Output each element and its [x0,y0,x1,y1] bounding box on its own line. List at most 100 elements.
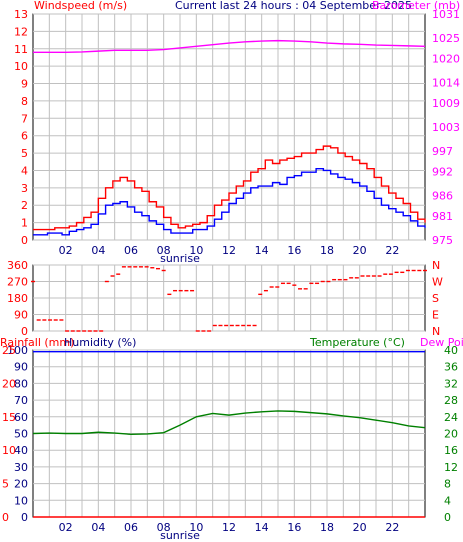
humidity-header: Humidity (%) [64,336,136,349]
barometer-line [33,39,426,54]
time-tick-label: 10 [189,521,203,534]
center-header: Current last 24 hours : 04 September 202… [175,0,412,12]
rainfall-header: Rainfall (mm) [0,336,74,349]
avg-wind-line [33,168,426,236]
baro-tick-label: 981 [432,210,453,223]
time-tick-label: 14 [255,521,269,534]
humidity-tick-label: 60 [14,411,28,424]
humidity-tick-label: 10 [14,494,28,507]
temp-tick-label: 36 [444,361,458,374]
baro-tick-label: 1020 [432,52,460,65]
baro-tick-label: 975 [432,234,453,247]
dir-compass-label: N [432,259,440,272]
baro-tick-label: 997 [432,145,453,158]
temp-tick-label: 20 [444,428,458,441]
temp-tick-label: 0 [444,511,451,524]
humidity-tick-label: 100 [7,344,28,357]
dir-tick-label: 90 [14,309,28,322]
temperature-line [32,410,426,436]
wind-tick-label: 6 [21,130,28,143]
temp-tick-label: 4 [444,494,451,507]
temp-tick-label: 8 [444,478,451,491]
time-tick-label: 14 [255,244,269,257]
gridlines [33,13,425,518]
rain-tick-label: 10 [2,444,16,457]
wind-tick-label: 9 [21,78,28,91]
dir-tick-label: 360 [7,259,28,272]
baro-tick-label: 1009 [432,97,460,110]
temp-tick-label: 12 [444,461,458,474]
time-tick-label: 16 [287,521,301,534]
dir-compass-label: E [432,309,439,322]
temp-tick-label: 28 [444,394,458,407]
dewpoint-header: Dew Point [420,336,463,349]
time-tick-label: 12 [222,244,236,257]
wind-tick-label: 12 [14,25,28,38]
humidity-tick-label: 30 [14,461,28,474]
dir-tick-label: 180 [7,292,28,305]
time-tick-label: 22 [385,521,399,534]
dir-tick-label: 0 [21,325,28,338]
baro-tick-label: 1031 [432,8,460,21]
wind-tick-label: 10 [14,60,28,73]
barometer-header: Barometer (mb) [372,0,460,12]
humidity-tick-label: 50 [14,428,28,441]
baro-tick-label: 1014 [432,77,460,90]
time-tick-label: 10 [189,244,203,257]
windspeed-line [33,145,426,231]
wind-tick-label: 0 [21,234,28,247]
baro-tick-label: 986 [432,190,453,203]
axis-labels: 0123456789101112139759819869929971003100… [2,8,460,542]
time-tick-label: 16 [287,244,301,257]
sunrise-label: sunrise [160,529,200,542]
windspeed-header: Windspeed (m/s) [34,0,127,12]
rain-tick-label: 5 [2,478,9,491]
dir-compass-label: N [432,325,440,338]
rain-tick-label: 15 [2,411,16,424]
humidity-tick-label: 40 [14,444,28,457]
baro-tick-label: 1025 [432,32,460,45]
time-tick-label: 04 [91,521,105,534]
humidity-tick-label: 20 [14,478,28,491]
rain-tick-label: 25 [2,344,16,357]
time-tick-label: 02 [59,521,73,534]
time-tick-label: 08 [157,244,171,257]
time-tick-label: 12 [222,521,236,534]
time-tick-label: 02 [59,244,73,257]
humidity-tick-label: 70 [14,394,28,407]
time-tick-label: 04 [91,244,105,257]
rain-tick-label: 20 [2,377,16,390]
time-tick-label: 06 [124,244,138,257]
rain-tick-label: 0 [2,511,9,524]
wind-tick-label: 4 [21,164,28,177]
dir-compass-label: W [432,276,443,289]
wind-tick-label: 7 [21,112,28,125]
humidity-tick-label: 90 [14,361,28,374]
wind-tick-label: 13 [14,8,28,21]
time-tick-label: 18 [320,521,334,534]
time-tick-label: 22 [385,244,399,257]
humidity-tick-label: 80 [14,377,28,390]
baro-tick-label: 992 [432,165,453,178]
wind-tick-label: 3 [21,182,28,195]
wind-tick-label: 2 [21,199,28,212]
temp-tick-label: 40 [444,344,458,357]
wind-tick-label: 5 [21,147,28,160]
sunrise-label: sunrise [160,252,200,265]
humidity-tick-label: 0 [21,511,28,524]
time-tick-label: 18 [320,244,334,257]
wind-tick-label: 11 [14,43,28,56]
dir-tick-label: 270 [7,276,28,289]
baro-tick-label: 1003 [432,121,460,134]
chart-marks [31,39,427,518]
time-tick-label: 08 [157,521,171,534]
wind-tick-label: 1 [21,217,28,230]
dir-compass-label: S [432,292,439,305]
temp-tick-label: 24 [444,411,458,424]
wind-tick-label: 8 [21,95,28,108]
temp-tick-label: 16 [444,444,458,457]
time-tick-label: 06 [124,521,138,534]
time-tick-label: 20 [353,521,367,534]
temp-tick-label: 32 [444,377,458,390]
